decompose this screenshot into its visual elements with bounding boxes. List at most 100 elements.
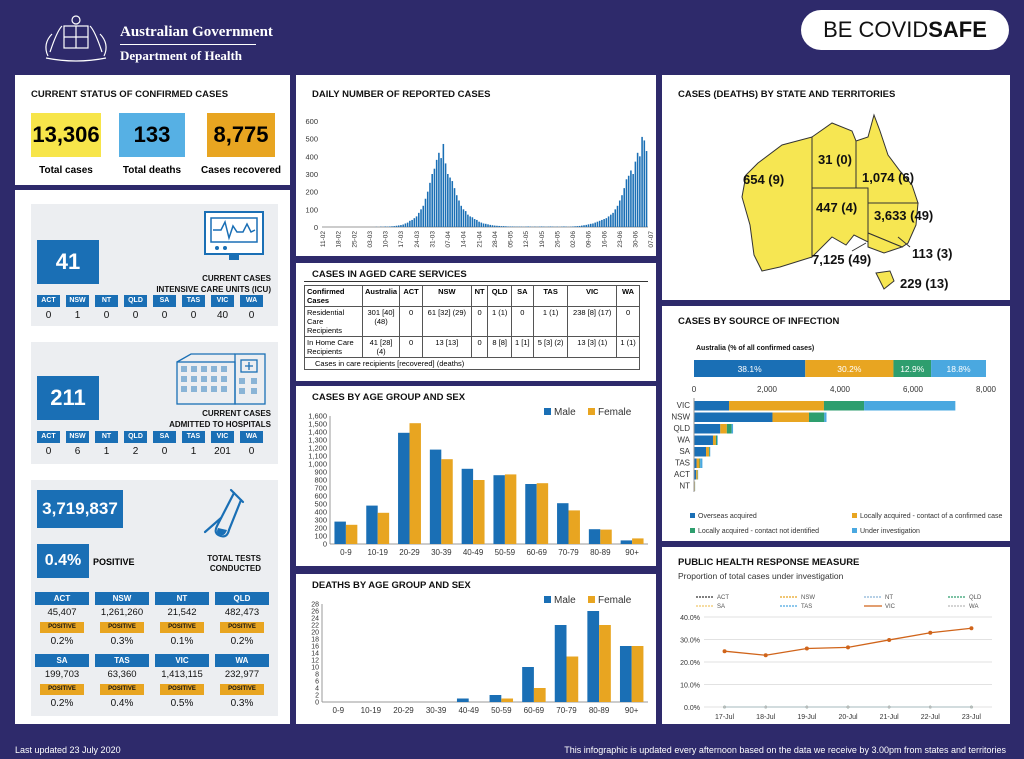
bar [645,151,648,227]
australia-segment [931,360,986,377]
aged-care-title: CASES IN AGED CARE SERVICES [312,269,467,280]
x-tick-label: 23-06 [617,231,624,248]
legend-label: NT [885,595,893,601]
bar [476,219,478,227]
state-code: TAS [182,431,205,443]
hospital-count: 211 [37,376,99,420]
vic-leader [851,242,867,252]
positive-tag: POSITIVE [220,684,264,695]
y-tick-label: 28 [311,602,319,609]
positive-tag: POSITIVE [40,684,84,695]
state-value: 6 [74,446,81,457]
y-tick-label: 24 [311,616,319,623]
segment-label: 38.1% [738,364,763,374]
source-title: CASES BY SOURCE OF INFECTION [678,316,840,327]
x-tick-label: 0-9 [340,548,352,557]
state-value: 0 [45,446,52,457]
state-value: 1 [103,446,110,457]
legend-label: NSW [801,595,815,601]
legend-label: Under investigation [860,528,920,535]
bar [587,224,590,227]
positive-tag: POSITIVE [40,622,84,633]
bar [502,226,505,227]
map-vic [867,232,904,254]
data-point [764,705,768,709]
bar [377,512,390,544]
x-tick-label: 21-04 [476,231,483,248]
bar [435,159,438,227]
x-tick-label: 40-49 [463,548,484,557]
test-count: 1,261,260 [100,607,144,618]
bar [549,226,552,227]
bar [522,667,534,702]
source-card: CASES BY SOURCE OF INFECTION Australia (… [662,306,1010,541]
legend-swatch [544,596,551,603]
y-tick-label: 30.0% [680,638,700,645]
bar [334,521,346,544]
y-tick-label: NT [679,482,690,491]
test-positive-pct: 0.2% [50,636,74,647]
bar [384,226,387,227]
y-tick-label: 10 [311,665,319,672]
x-tick-label: 07-04 [445,231,452,248]
state-code: NT [95,431,118,443]
data-point [763,653,768,658]
covidsafe-badge[interactable]: BE COVIDSAFE [801,10,1009,50]
bar [455,195,458,227]
table-row: In Home Care Recipients 41 [28] (4) 0 13… [304,336,640,358]
data-point [970,705,973,709]
y-tick-label: 0.0% [684,705,700,712]
hospital-panel: 211 CURRENT CASES ADMI [31,342,278,464]
state-code: VIC [211,431,234,443]
bar-segment [699,458,701,468]
y-tick-label: 600 [314,492,327,501]
bar-segment [824,412,827,422]
test-count: 45,407 [47,607,77,618]
col-nt: NT [470,285,489,307]
bar [441,459,453,544]
bar [599,625,611,702]
hospital-building-icon [171,350,271,406]
data-point [887,637,892,642]
bar [623,188,626,227]
bar-segment [694,401,730,411]
x-tick-label: 05-05 [508,231,515,248]
aged-care-divider [304,281,648,282]
bar [420,209,422,227]
act-leader [897,236,911,248]
state-value: 0 [161,310,168,321]
bar [605,218,608,227]
bar [607,216,610,227]
data-point [804,646,809,651]
bar [438,152,440,227]
bar [592,223,594,227]
bar-segment [864,401,956,411]
bar [485,223,487,227]
table-header-row: Confirmed Cases Australia ACT NSW NT QLD… [304,285,640,307]
cell: 61 [32] (29) [422,306,472,337]
tests-positive-pct: 0.4% [37,544,89,578]
x-tick-label: 18-02 [336,231,343,248]
legend-label: VIC [885,604,896,610]
australia-segment [805,360,894,377]
y-tick-label: 800 [314,476,327,485]
bar [636,152,639,227]
public-health-card: PUBLIC HEALTH RESPONSE MEASURE Proportio… [662,547,1010,724]
legend-swatch [544,408,551,415]
bar [620,540,633,544]
bar-segment [712,435,716,445]
x-tick-label: 18-Jul [756,714,776,721]
bar [478,221,480,227]
test-count: 1,413,115 [161,669,203,680]
bar [426,191,429,227]
test-positive-pct: 0.3% [230,698,254,709]
bar [482,223,485,227]
legend-swatch [690,528,695,533]
bar [398,432,410,544]
x-tick-label: 30-39 [431,548,452,557]
x-tick-label: 19-05 [539,231,546,248]
y-tick-label: TAS [675,459,690,468]
bar-segment [700,458,703,468]
x-tick-label: 17-Jul [715,714,735,721]
y-tick-label: 1,500 [308,420,327,429]
